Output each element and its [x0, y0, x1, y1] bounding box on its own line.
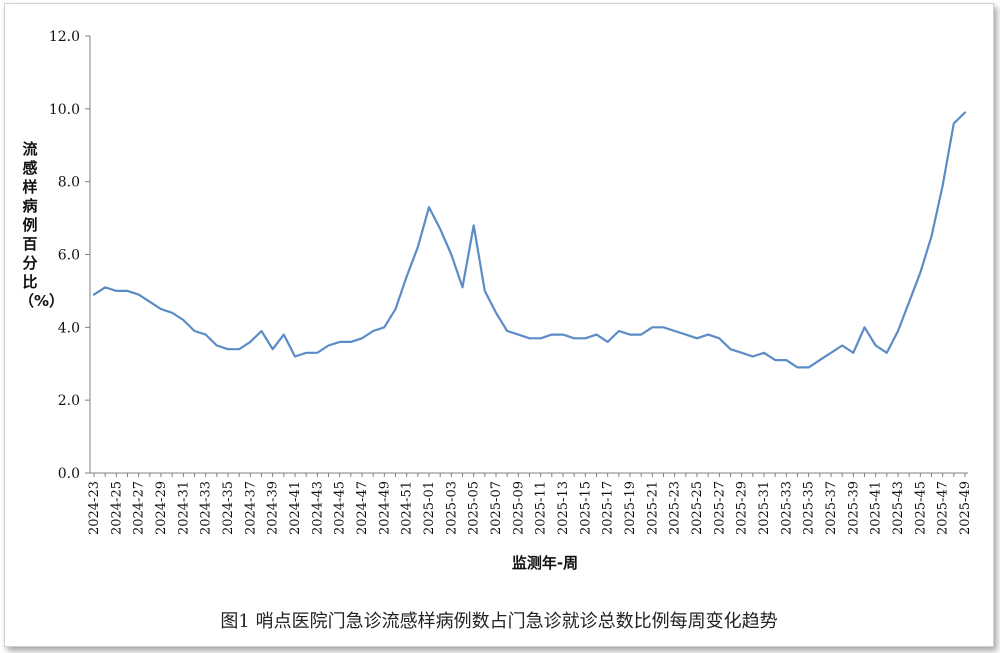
- series-line: [92, 111, 967, 369]
- x-tick-label: 2024-39: [266, 481, 281, 535]
- y-tick-label: 6.0: [58, 248, 80, 264]
- x-tick-label: 2024-27: [132, 481, 147, 535]
- x-tick-label: 2024-33: [199, 481, 214, 535]
- x-tick-label: 2024-25: [109, 481, 124, 535]
- x-tick-label: 2025-41: [869, 481, 884, 535]
- x-tick-label: 2025-05: [467, 481, 482, 535]
- x-tick-label: 2025-43: [891, 481, 906, 535]
- y-tick-label: 4.0: [58, 320, 80, 336]
- y-tick-label: 0.0: [58, 466, 80, 482]
- x-tick-label: 2025-35: [802, 481, 817, 535]
- x-tick-label: 2025-49: [958, 481, 973, 535]
- x-tick-label: 2024-41: [288, 481, 303, 535]
- x-tick-label: 2024-31: [176, 481, 191, 535]
- x-tick-label: 2025-11: [534, 481, 549, 535]
- x-tick-label: 2025-13: [556, 481, 571, 535]
- x-tick-label: 2025-09: [511, 481, 526, 535]
- x-tick-label: 2025-29: [735, 481, 750, 535]
- y-tick-label: 8.0: [58, 175, 80, 191]
- x-tick-label: 2025-25: [690, 481, 705, 535]
- x-tick-label: 2025-17: [601, 481, 616, 535]
- y-axis-label: 流感样病例百分比（%）: [19, 140, 65, 310]
- x-tick-label: 2025-31: [757, 481, 772, 535]
- y-tick-label: 2.0: [58, 393, 80, 409]
- x-tick-label: 2025-37: [824, 481, 839, 535]
- x-tick-label: 2024-29: [154, 481, 169, 535]
- x-tick-label: 2025-27: [712, 481, 727, 535]
- x-tick-label: 2025-07: [489, 481, 504, 535]
- x-tick-label: 2025-01: [422, 481, 437, 535]
- x-tick-label: 2025-03: [444, 481, 459, 535]
- x-tick-label: 2024-49: [377, 481, 392, 535]
- x-tick-label: 2024-47: [355, 481, 370, 535]
- y-tick-label: 12.0: [49, 29, 80, 45]
- x-tick-label: 2024-23: [87, 481, 102, 535]
- x-tick-label: 2024-45: [333, 481, 348, 535]
- x-tick-label: 2025-21: [645, 481, 660, 535]
- x-tick-label: 2025-45: [913, 481, 928, 535]
- x-tick-label: 2025-15: [578, 481, 593, 535]
- x-axis-label-wrap: 监测年-周: [5, 552, 1000, 573]
- y-tick-label: 10.0: [49, 102, 80, 118]
- x-tick-label: 2025-39: [846, 481, 861, 535]
- line-chart: 0.0 2.0 4.0 6.0 8.0 10.0 12.0 2024-23 2024-25 202…: [49, 29, 973, 535]
- chart-frame: 0.0 2.0 4.0 6.0 8.0 10.0 12.0 2024-23 2024-25 202…: [4, 3, 994, 647]
- x-tick-label: 2025-47: [936, 481, 951, 535]
- x-tick-label: 2024-35: [221, 481, 236, 535]
- x-tick-label: 2025-23: [668, 481, 683, 535]
- x-tick-label: 2024-51: [400, 481, 415, 535]
- figure-caption: 图1 哨点医院门急诊流感样病例数占门急诊就诊总数比例每周变化趋势: [220, 611, 778, 632]
- x-tick-label: 2025-19: [623, 481, 638, 535]
- x-tick-label: 2024-37: [243, 481, 258, 535]
- x-tick-label: 2025-33: [779, 481, 794, 535]
- x-axis-label: 监测年-周: [511, 554, 579, 572]
- x-tick-label: 2024-43: [310, 481, 325, 535]
